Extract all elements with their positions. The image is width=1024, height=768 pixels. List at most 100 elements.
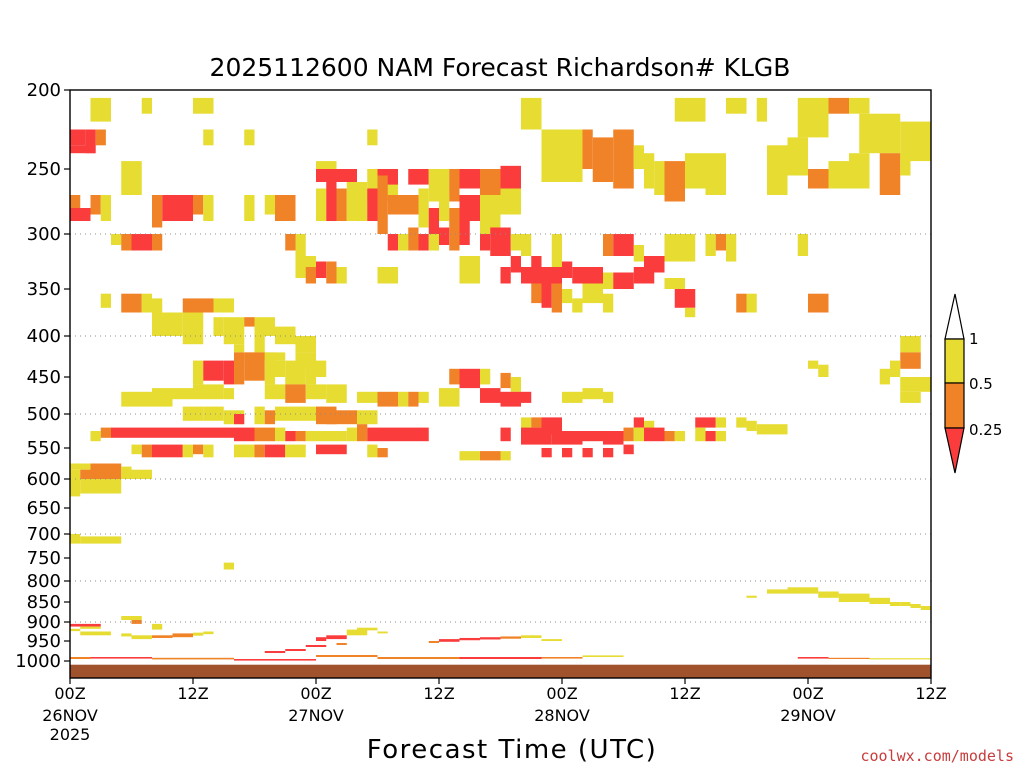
ri-cell [685, 307, 696, 318]
ri-cell [582, 431, 603, 442]
ri-cell [377, 657, 460, 659]
ri-cell [203, 444, 214, 458]
ri-cell [746, 595, 757, 598]
ri-cell [500, 372, 511, 389]
ri-cell [264, 410, 275, 425]
ri-cell [808, 360, 819, 369]
ri-cell [254, 427, 275, 442]
ri-cell [541, 283, 552, 308]
ri-cell [603, 293, 614, 313]
ri-cell [633, 245, 644, 262]
ri-cell [182, 444, 193, 458]
ri-cell [654, 161, 665, 195]
legend-label: 0.25 [969, 421, 1002, 439]
ri-cell [95, 129, 106, 146]
ri-cell [367, 427, 429, 442]
y-tick-label: 700 [27, 524, 61, 545]
ri-cell [879, 153, 901, 195]
x-tick-label: 12Z [915, 684, 946, 703]
ri-cell [459, 169, 480, 189]
ri-cell [234, 659, 316, 661]
ri-cell [685, 153, 706, 189]
ri-cell [439, 227, 450, 245]
ri-cell [152, 623, 163, 630]
ri-cell [121, 161, 142, 195]
ri-cell [726, 97, 747, 114]
ri-cell [121, 616, 142, 620]
ri-cell [182, 298, 214, 313]
ground-bar [70, 664, 931, 678]
x-tick-label: 12Z [669, 684, 700, 703]
ri-cell [193, 444, 204, 455]
ri-cell [531, 256, 542, 273]
ri-cell [275, 360, 286, 377]
ri-cell [398, 234, 409, 251]
y-tick-label: 500 [27, 404, 61, 425]
ri-cell [131, 444, 142, 455]
ri-cell [213, 317, 224, 336]
ri-cell [756, 97, 767, 122]
ri-cell [254, 444, 265, 458]
ri-cell [480, 637, 501, 640]
ri-cell [603, 431, 624, 445]
ri-cell [223, 388, 234, 400]
ri-cell [377, 175, 388, 234]
ri-cell [428, 234, 439, 251]
ri-cell [316, 161, 337, 169]
ri-cell [521, 427, 552, 445]
y-tick-label: 550 [27, 438, 61, 459]
legend-arrow-bottom [944, 427, 965, 474]
ri-cell [715, 234, 726, 251]
ri-cell [797, 657, 829, 659]
ri-cell [131, 234, 152, 251]
ri-cell [326, 182, 337, 221]
ri-cell [193, 360, 204, 385]
ri-cell [326, 384, 347, 403]
ri-cell [551, 283, 562, 313]
ri-cell [387, 195, 419, 215]
ri-cell [562, 391, 583, 403]
ri-cell [203, 631, 214, 635]
ri-cell [141, 293, 152, 313]
ri-cell [285, 649, 306, 651]
ri-cell [531, 283, 542, 304]
ri-cell [244, 129, 255, 146]
ri-cell [705, 153, 726, 195]
ri-cell [623, 427, 634, 442]
ri-cell [244, 195, 255, 221]
ri-cell [900, 153, 911, 176]
y-gridlines [70, 233, 931, 623]
ri-cell [203, 406, 224, 421]
ri-cell [541, 448, 552, 458]
y-tick-label: 1000 [15, 651, 61, 672]
ri-cell [449, 169, 460, 202]
ri-cell [377, 391, 398, 407]
ri-cell [152, 195, 163, 228]
ri-cell [336, 267, 347, 284]
ri-cell [582, 388, 603, 400]
ri-cell [152, 298, 163, 313]
ri-cell [541, 129, 583, 182]
ri-cell [223, 562, 234, 570]
ri-cell [80, 626, 101, 629]
ri-cell [521, 234, 532, 256]
ri-cell [459, 657, 542, 659]
ri-cell [244, 352, 265, 381]
ri-cell [70, 534, 81, 544]
ri-cell [715, 431, 726, 442]
y-tick-label: 450 [27, 367, 61, 388]
ri-cell [592, 137, 614, 182]
ri-cell [264, 352, 275, 385]
ri-cell [500, 636, 521, 639]
ri-cell [869, 658, 931, 660]
ri-cell [346, 629, 368, 636]
ri-cell [305, 267, 316, 284]
ri-cell [695, 427, 706, 442]
ri-cell [582, 655, 624, 657]
ri-cell [767, 424, 788, 435]
ri-cell [121, 293, 142, 313]
ri-cell [910, 604, 921, 608]
ri-cell [275, 427, 286, 442]
ri-cell [572, 267, 603, 284]
